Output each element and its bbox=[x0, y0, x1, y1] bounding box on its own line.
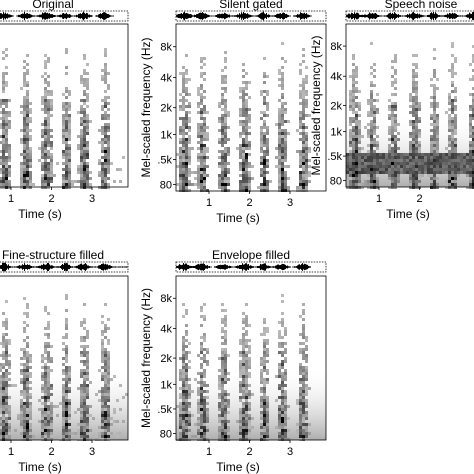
x-tick-label: 2 bbox=[48, 446, 54, 458]
x-tick-label: 3 bbox=[287, 197, 293, 209]
panel-5: Envelope filled 1 2 3 Time (s) 8k 4k 2k 1k .5k 80 M… bbox=[139, 248, 327, 474]
waveform-trace bbox=[346, 11, 474, 21]
x-tick-label: 2 bbox=[246, 446, 252, 458]
y-tick-label: 1k bbox=[160, 379, 172, 391]
panel-title: Silent gated bbox=[219, 0, 282, 11]
x-axis-label: Time (s) bbox=[386, 207, 430, 221]
y-tick-label: .5k bbox=[157, 154, 172, 166]
y-tick-label: 2k bbox=[160, 353, 172, 365]
y-tick-label: 1k bbox=[330, 127, 342, 139]
x-axis-label: Time (s) bbox=[216, 211, 260, 225]
x-tick-label: 2 bbox=[48, 193, 54, 205]
waveform-trace bbox=[0, 262, 128, 272]
y-tick-label: .5k bbox=[327, 151, 342, 163]
y-tick-label: 80 bbox=[330, 176, 342, 188]
panel-title: Speech noise bbox=[385, 0, 458, 11]
y-tick-label: 1k bbox=[160, 129, 172, 141]
y-tick-label: 4k bbox=[160, 73, 172, 85]
y-tick-label: 80 bbox=[160, 429, 172, 441]
x-tick-label: 2 bbox=[416, 193, 422, 205]
panel-2: Silent gated 1 2 3 Time (s) 8k 4k 2k 1k .5k 80 Mel-… bbox=[139, 0, 327, 225]
y-axis-label: Mel-scaled frequency (Hz) bbox=[139, 37, 153, 177]
x-tick-label: 1 bbox=[206, 197, 212, 209]
spectrogram-frame bbox=[0, 23, 129, 188]
y-tick-label: 80 bbox=[160, 179, 172, 191]
y-tick-label: 8k bbox=[330, 41, 342, 53]
y-tick-label: 8k bbox=[160, 293, 172, 305]
panel-title: Fine-structure filled bbox=[2, 248, 104, 262]
waveform-trace bbox=[176, 11, 312, 21]
x-tick-label: 3 bbox=[287, 446, 293, 458]
x-axis-label: Time (s) bbox=[216, 460, 260, 474]
waveform-trace bbox=[0, 11, 114, 21]
x-tick-label: 1 bbox=[8, 193, 14, 205]
y-axis-label: Mel-scaled frequency (Hz) bbox=[309, 35, 323, 175]
panel-1: Original 1 2 3 Time (s) bbox=[0, 0, 129, 221]
x-axis-label: Time (s) bbox=[18, 207, 62, 221]
y-tick-label: 2k bbox=[160, 103, 172, 115]
y-axis-label: Mel-scaled frequency (Hz) bbox=[139, 288, 153, 428]
x-tick-label: 1 bbox=[8, 446, 14, 458]
panel-4: Fine-structure filled 1 2 3 Time (s) bbox=[0, 248, 129, 474]
y-tick-label: 4k bbox=[160, 324, 172, 336]
panel-title: Envelope filled bbox=[212, 248, 290, 262]
y-tick-label: 4k bbox=[330, 71, 342, 83]
y-tick-label: .5k bbox=[157, 404, 172, 416]
x-tick-label: 3 bbox=[89, 446, 95, 458]
x-tick-label: 3 bbox=[89, 193, 95, 205]
x-tick-label: 2 bbox=[246, 197, 252, 209]
panel-3: Speech noise 1 2 Time (s) 8k 4k 2k 1k .5k 80 Mel-s… bbox=[309, 0, 474, 221]
x-axis-label: Time (s) bbox=[18, 460, 62, 474]
x-tick-label: 1 bbox=[206, 446, 212, 458]
waveform-trace bbox=[176, 262, 311, 272]
x-tick-label: 1 bbox=[376, 193, 382, 205]
panel-title: Original bbox=[32, 0, 73, 11]
spectrogram-frame bbox=[0, 275, 129, 441]
y-tick-label: 2k bbox=[330, 101, 342, 113]
y-tick-label: 8k bbox=[160, 42, 172, 54]
